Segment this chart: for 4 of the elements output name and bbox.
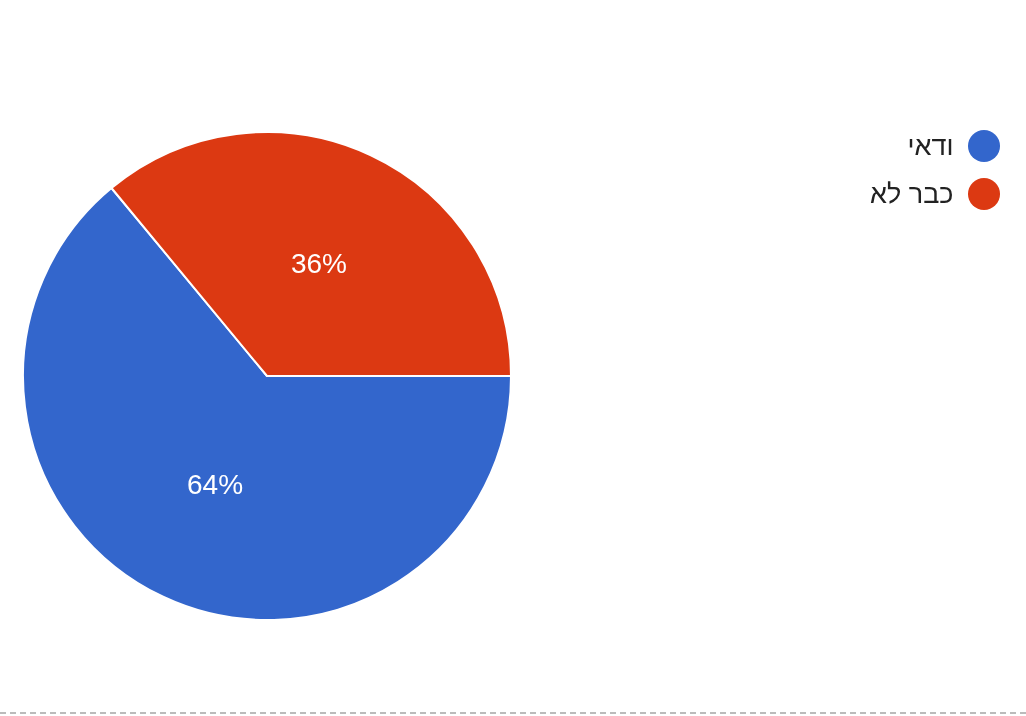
data-label: 64% [187,469,244,501]
data-label: 36% [290,248,347,280]
legend-label: כבר לא [870,178,954,210]
legend-label: ודאי [907,130,954,162]
